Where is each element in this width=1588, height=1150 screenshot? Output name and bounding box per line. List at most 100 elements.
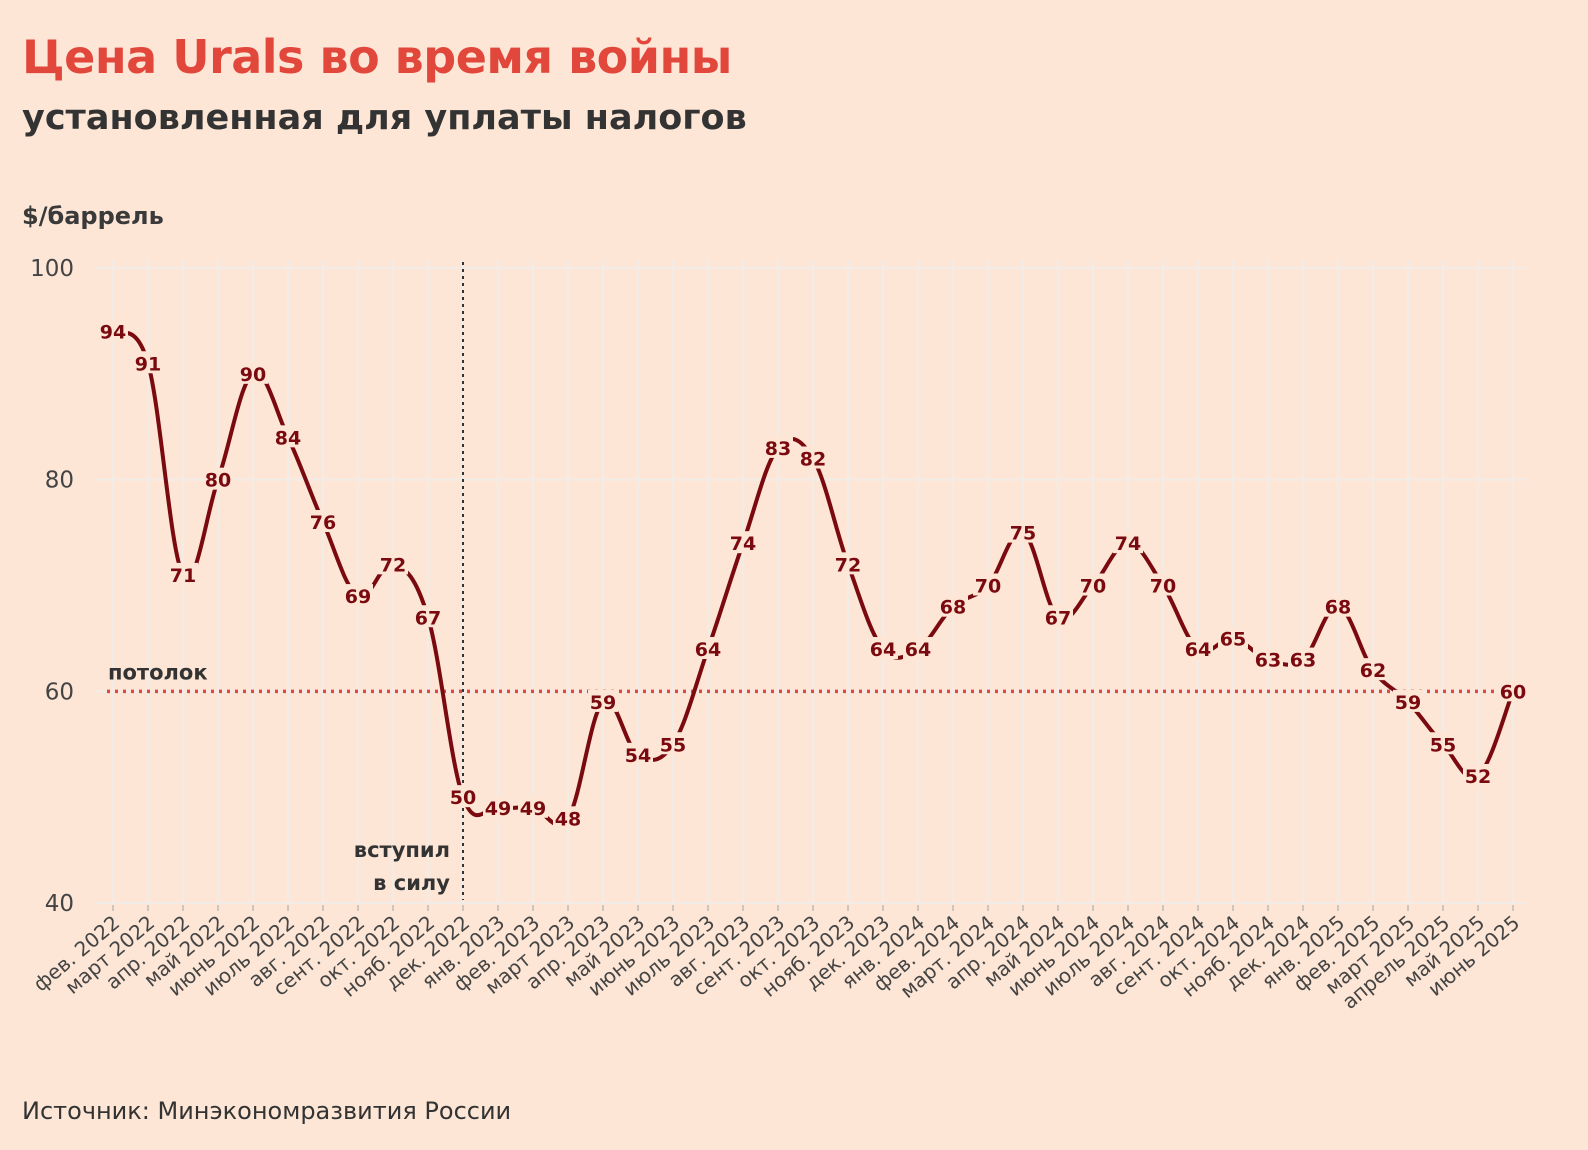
y-tick-label-100: 100: [30, 256, 74, 282]
data-label: 60: [1500, 681, 1526, 703]
data-label: 67: [1045, 607, 1071, 629]
data-label: 55: [1430, 734, 1456, 756]
data-label-halo: [868, 637, 898, 659]
x-gridlines: [112, 260, 1514, 911]
data-label-halo: [1253, 647, 1283, 670]
data-label-halo: [798, 446, 828, 469]
data-label: 49: [485, 798, 511, 820]
data-label: 80: [205, 470, 231, 492]
data-label-halo: [1428, 732, 1458, 755]
data-label-halo: [1463, 764, 1493, 786]
data-label-halo: [833, 552, 863, 575]
data-label-halo: [1498, 679, 1528, 702]
data-label-halo: [483, 795, 513, 818]
data-labels: 94 91 71 80 90 84 76 69 72 67 50 49 49 48 59 54 55 64 74 83…: [98, 319, 1528, 830]
data-label-halo: [1393, 689, 1423, 712]
y-gridlines: [95, 267, 1525, 904]
data-label: 62: [1360, 660, 1386, 682]
data-label-halo: [973, 573, 1003, 596]
data-label-halo: [938, 594, 968, 617]
data-label-halo: [1043, 605, 1073, 628]
data-label-halo: [728, 531, 758, 554]
data-label: 74: [730, 533, 756, 555]
data-label-halo: [763, 435, 793, 458]
chart-title: Цена Urals во время войны: [22, 30, 732, 84]
data-label-halo: [518, 795, 548, 818]
data-label-halo: [273, 425, 303, 448]
source-note: Источник: Минэкономразвития России: [22, 1097, 512, 1125]
data-label-halo: [168, 562, 198, 585]
data-label: 50: [450, 787, 476, 809]
data-label: 64: [695, 639, 721, 661]
data-label-halo: [343, 584, 373, 607]
data-label-halo: [413, 605, 443, 628]
data-label: 84: [275, 427, 301, 449]
price-ceiling-label: потолок: [108, 660, 208, 684]
data-label-halo: [623, 742, 653, 765]
reference-lines: потолок вступил в силу: [107, 262, 1525, 900]
data-label: 54: [625, 745, 651, 767]
data-label: 75: [1010, 523, 1036, 545]
data-label: 68: [940, 597, 966, 619]
data-label-halo: [1008, 520, 1038, 543]
data-label-halo: [308, 510, 338, 532]
data-label: 70: [975, 576, 1001, 598]
data-label: 64: [1185, 639, 1211, 661]
data-label: 83: [765, 438, 791, 460]
data-label: 64: [870, 639, 896, 661]
data-label: 71: [170, 565, 196, 587]
data-label: 59: [590, 692, 616, 714]
chart-subtitle: установленная для уплаты налогов: [22, 98, 747, 138]
data-label: 64: [905, 639, 931, 661]
data-label-halo: [448, 785, 478, 808]
data-label: 82: [800, 449, 826, 471]
data-label: 76: [310, 512, 336, 534]
data-label: 69: [345, 586, 371, 608]
data-label-halo: [1113, 531, 1143, 554]
y-tick-label-60: 60: [45, 679, 74, 705]
data-label: 65: [1220, 628, 1246, 650]
data-label: 74: [1115, 533, 1141, 555]
data-label: 63: [1290, 650, 1316, 672]
data-label: 72: [380, 554, 406, 576]
data-label-halo: [1078, 573, 1108, 596]
data-label-halo: [378, 552, 408, 575]
data-label: 63: [1255, 650, 1281, 672]
y-tick-label-80: 80: [45, 468, 74, 494]
data-label: 91: [135, 353, 161, 375]
data-label-halo: [238, 361, 268, 384]
data-label: 49: [520, 798, 546, 820]
data-label-halo: [1148, 573, 1178, 596]
y-axis-ticks: 40 60 80 100: [30, 256, 74, 917]
data-label-halo: [98, 319, 128, 342]
data-label: 48: [555, 808, 581, 830]
ceiling-effective-label-line-2: в силу: [373, 871, 450, 895]
data-label-halo: [693, 637, 723, 659]
data-label: 59: [1395, 692, 1421, 714]
data-label-halo: [658, 732, 688, 755]
data-label: 70: [1080, 576, 1106, 598]
data-label: 94: [100, 322, 126, 344]
data-label-halo: [1218, 626, 1248, 649]
ceiling-effective-label-line-1: вступил: [354, 838, 450, 862]
data-label: 68: [1325, 597, 1351, 619]
data-label-halo: [203, 467, 233, 490]
data-label-halo: [1288, 647, 1318, 670]
data-label-halo: [133, 351, 163, 374]
data-label-halo: [1323, 594, 1353, 617]
data-label: 52: [1465, 766, 1491, 788]
data-label-halo: [553, 806, 583, 829]
data-label-halo: [1183, 637, 1213, 659]
data-label-halo: [588, 689, 618, 712]
data-label: 72: [835, 554, 861, 576]
data-label-halo: [1358, 658, 1388, 681]
y-tick-label-40: 40: [45, 891, 74, 917]
data-label: 70: [1150, 576, 1176, 598]
data-label-halo: [903, 637, 933, 659]
data-label: 67: [415, 607, 441, 629]
y-axis-unit-label: $/баррель: [22, 202, 164, 230]
data-label: 90: [240, 364, 266, 386]
data-label: 55: [660, 734, 686, 756]
